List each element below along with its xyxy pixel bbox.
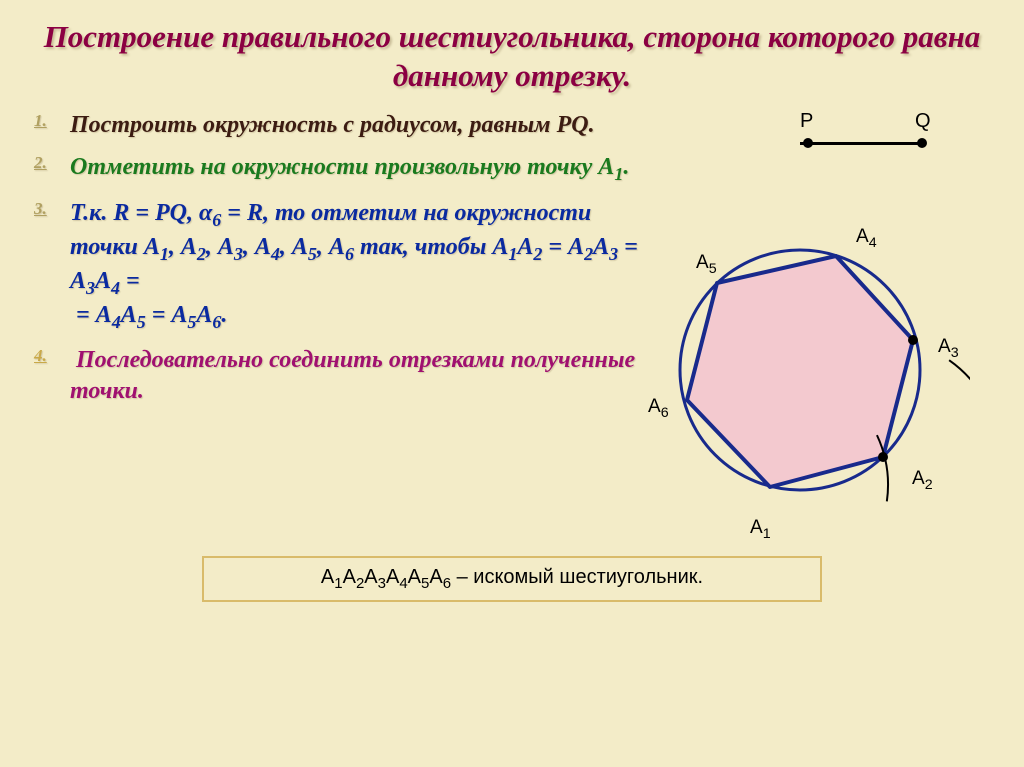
vertex-label: А3 xyxy=(938,336,959,361)
slide-title: Построение правильного шестиугольника, с… xyxy=(34,18,990,96)
segment-dot-q xyxy=(917,138,927,148)
step-text: Последовательно соединить отрезками полу… xyxy=(70,347,635,404)
hexagon-figure: А1 А2 А3 А4 А5 А6 xyxy=(650,210,970,550)
step-item: 1.Построить окружность с радиусом, равны… xyxy=(70,110,640,141)
result-box: А1А2А3А4А5А6 – искомый шестиугольник. xyxy=(202,556,822,602)
step-item: 3.Т.к. R = PQ, α6 = R, то отметим на окр… xyxy=(70,198,640,333)
vertex-label: А1 xyxy=(750,517,771,542)
label-q: Q xyxy=(915,110,931,133)
step-number: 1. xyxy=(34,110,47,132)
content-row: 1. Построить окружность с радиусом, равны… xyxy=(34,110,990,550)
diagram-area: P Q А1 А2 А3 А4 А5 А6 xyxy=(650,110,990,550)
steps-list: 1. Построить окружность с радиусом, равны… xyxy=(34,110,640,550)
step-item: 4. Последовательно соединить отрезками п… xyxy=(70,345,640,406)
step-text: Отметить на окружности произвольную точк… xyxy=(70,154,629,180)
vertex-label: А4 xyxy=(856,226,877,251)
vertex-label: А2 xyxy=(912,468,933,493)
vertex-label: А5 xyxy=(696,252,717,277)
vertex-label: А6 xyxy=(648,396,669,421)
step-item: 2.Отметить на окружности произвольную то… xyxy=(70,152,640,186)
segment-pq: P Q xyxy=(690,110,990,180)
step-number: 2. xyxy=(34,152,47,174)
step-text: Построить окружность с радиусом, равным … xyxy=(70,112,595,138)
slide: Построение правильного шестиугольника, с… xyxy=(0,0,1024,767)
step-number: 3. xyxy=(34,198,47,220)
step-number: 4. xyxy=(34,345,47,367)
segment-line xyxy=(800,142,922,145)
segment-dot-p xyxy=(803,138,813,148)
step-text: Т.к. R = PQ, α6 = R, то отметим на окруж… xyxy=(70,200,638,327)
label-p: P xyxy=(800,110,813,133)
